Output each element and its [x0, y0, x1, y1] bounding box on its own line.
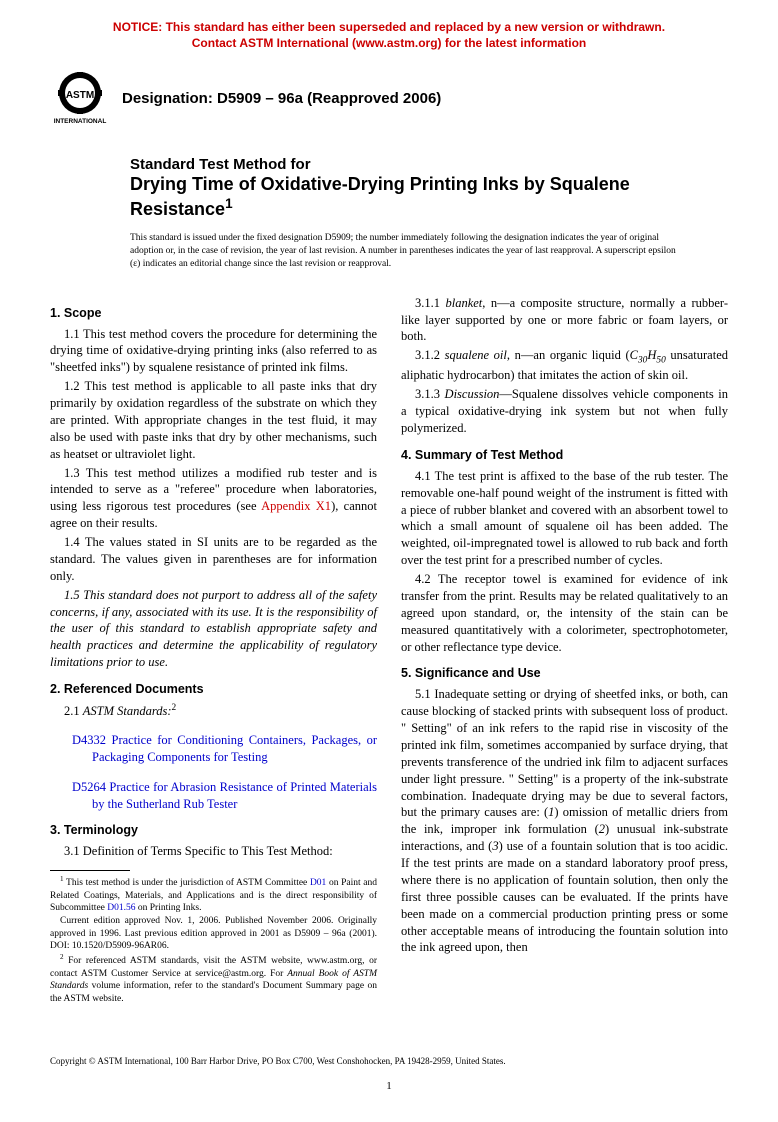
para-1-4: 1.4 The values stated in SI units are to…	[50, 534, 377, 585]
astm-logo: ASTM INTERNATIONAL	[50, 71, 110, 126]
right-column: 3.1.1 blanket, n—a composite structure, …	[401, 295, 728, 1006]
page: NOTICE: This standard has either been su…	[0, 0, 778, 1122]
designation: Designation: D5909 – 96a (Reapproved 200…	[122, 90, 441, 107]
para-1-3: 1.3 This test method utilizes a modified…	[50, 465, 377, 533]
para-5-1: 5.1 Inadequate setting or drying of shee…	[401, 686, 728, 956]
committee-link[interactable]: D01	[310, 878, 326, 888]
heading-scope: 1. Scope	[50, 305, 377, 322]
p51a: 5.1 Inadequate setting or drying of shee…	[401, 687, 728, 819]
para-3-1-1: 3.1.1 blanket, n—a composite structure, …	[401, 295, 728, 346]
issued-note: This standard is issued under the fixed …	[130, 232, 728, 270]
title-pre: Standard Test Method for	[130, 156, 728, 173]
page-number: 1	[50, 1080, 728, 1092]
footnote-separator	[50, 870, 130, 871]
subcommittee-link[interactable]: D01.56	[107, 903, 135, 913]
p2-1-text: 2.1 ASTM Standards:	[64, 704, 172, 718]
footnote-1: 1 This test method is under the jurisdic…	[50, 875, 377, 914]
title-block: Standard Test Method for Drying Time of …	[130, 156, 728, 220]
term-discussion: Discussion	[445, 387, 500, 401]
heading-refdocs: 2. Referenced Documents	[50, 681, 377, 698]
para-4-1: 4.1 The test print is affixed to the bas…	[401, 468, 728, 569]
p312a: 3.1.2	[415, 348, 445, 362]
formula: C30H50	[630, 348, 666, 362]
footnote-2: 2 For referenced ASTM standards, visit t…	[50, 953, 377, 1005]
notice-line1: NOTICE: This standard has either been su…	[113, 20, 665, 34]
para-3-1: 3.1 Definition of Terms Specific to This…	[50, 843, 377, 860]
p311a: 3.1.1	[415, 296, 445, 310]
para-3-1-2: 3.1.2 squalene oil, n—an organic liquid …	[401, 347, 728, 384]
fn1c: on Printing Inks.	[136, 903, 202, 913]
body-columns: 1. Scope 1.1 This test method covers the…	[50, 295, 728, 1006]
para-1-5: 1.5 This standard does not purport to ad…	[50, 587, 377, 671]
p51d: ) use of a fountain solution that is too…	[401, 839, 728, 954]
header-row: ASTM INTERNATIONAL Designation: D5909 – …	[50, 71, 728, 126]
p312b: , n—an organic liquid (	[507, 348, 630, 362]
para-3-1-3: 3.1.3 Discussion—Squalene dissolves vehi…	[401, 386, 728, 437]
term-squalene: squalene oil	[445, 348, 507, 362]
para-1-2: 1.2 This test method is applicable to al…	[50, 378, 377, 462]
term-blanket: blanket	[445, 296, 482, 310]
notice-line2: Contact ASTM International (www.astm.org…	[192, 36, 586, 50]
copyright: Copyright © ASTM International, 100 Barr…	[50, 1056, 728, 1066]
para-4-2: 4.2 The receptor towel is examined for e…	[401, 571, 728, 655]
heading-significance: 5. Significance and Use	[401, 665, 728, 682]
footnote-1-p2: Current edition approved Nov. 1, 2006. P…	[50, 915, 377, 952]
title-text: Drying Time of Oxidative-Drying Printing…	[130, 174, 630, 219]
ref-d5264[interactable]: D5264 Practice for Abrasion Resistance o…	[50, 779, 377, 813]
ref-d4332[interactable]: D4332 Practice for Conditioning Containe…	[50, 732, 377, 766]
appendix-link[interactable]: Appendix X1	[261, 499, 331, 513]
title-sup: 1	[225, 196, 233, 211]
fn2b: volume information, refer to the standar…	[50, 981, 377, 1003]
heading-summary: 4. Summary of Test Method	[401, 447, 728, 464]
notice-banner: NOTICE: This standard has either been su…	[50, 20, 728, 51]
p2-1-sup: 2	[172, 703, 177, 713]
heading-terminology: 3. Terminology	[50, 822, 377, 839]
title-main: Drying Time of Oxidative-Drying Printing…	[130, 173, 728, 220]
p313a: 3.1.3	[415, 387, 445, 401]
fn1a: This test method is under the jurisdicti…	[64, 878, 310, 888]
svg-text:ASTM: ASTM	[66, 90, 94, 101]
para-2-1: 2.1 ASTM Standards:2	[50, 702, 377, 720]
svg-text:INTERNATIONAL: INTERNATIONAL	[54, 118, 107, 125]
left-column: 1. Scope 1.1 This test method covers the…	[50, 295, 377, 1006]
para-1-1: 1.1 This test method covers the procedur…	[50, 326, 377, 377]
